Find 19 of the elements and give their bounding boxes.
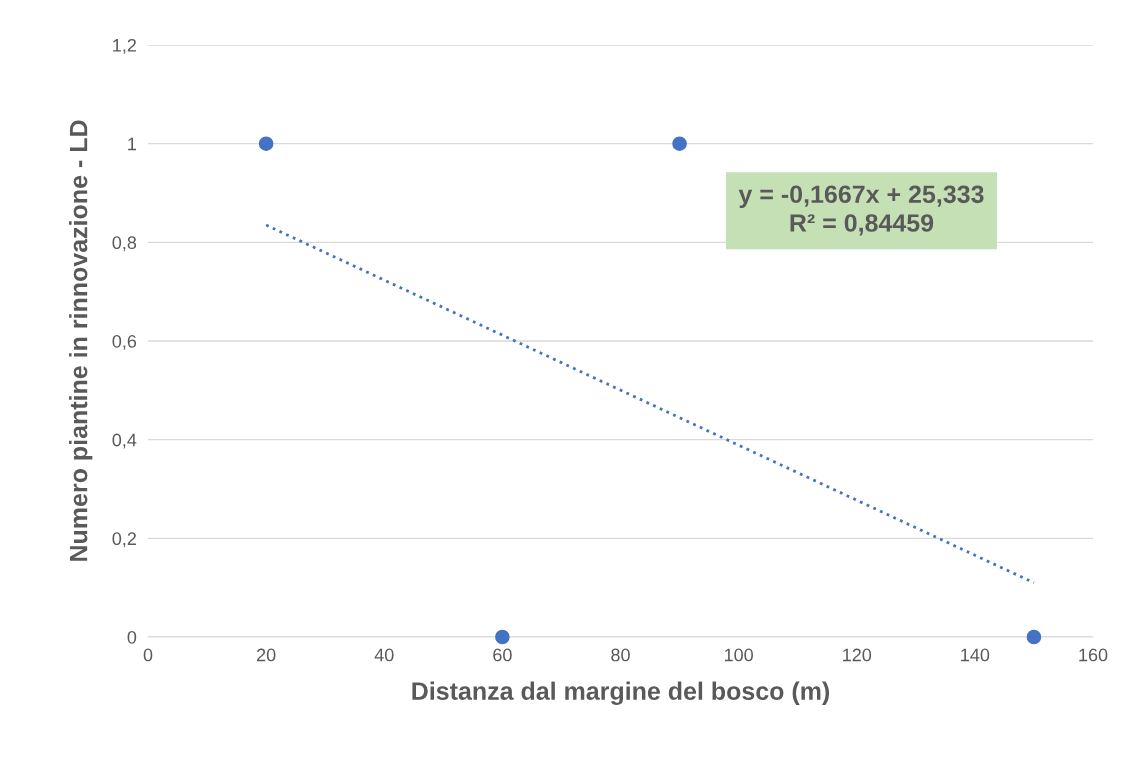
x-tick-label: 20	[256, 648, 276, 662]
y-tick-label: 1	[128, 137, 137, 151]
y-tick-label: 0,8	[112, 236, 137, 252]
x-tick-label: 140	[961, 648, 990, 662]
y-tick-label: 0,2	[112, 532, 136, 548]
x-tick-label: 60	[493, 648, 512, 662]
x-tick-label: 40	[374, 648, 394, 662]
x-tick-label: 120	[843, 648, 872, 662]
x-tick-label: 80	[611, 648, 630, 662]
y-axis-title: Numero piantine in rinnovazione - LD	[69, 120, 93, 561]
x-tick-label: 100	[724, 648, 753, 662]
y-tick-label: 0,6	[112, 334, 137, 350]
y-tick-label: 0	[127, 630, 137, 644]
y-tick-label: 0,4	[112, 433, 137, 449]
x-tick-label: 160	[1079, 648, 1108, 662]
annotation: y = -0,1667x + 25,333 R² = 0,84459	[738, 185, 984, 236]
y-tick-label: 1,2	[113, 38, 136, 54]
x-tick-label: 0	[143, 648, 153, 662]
x-axis-title: Distanza dal margine del bosco (m)	[412, 681, 830, 706]
